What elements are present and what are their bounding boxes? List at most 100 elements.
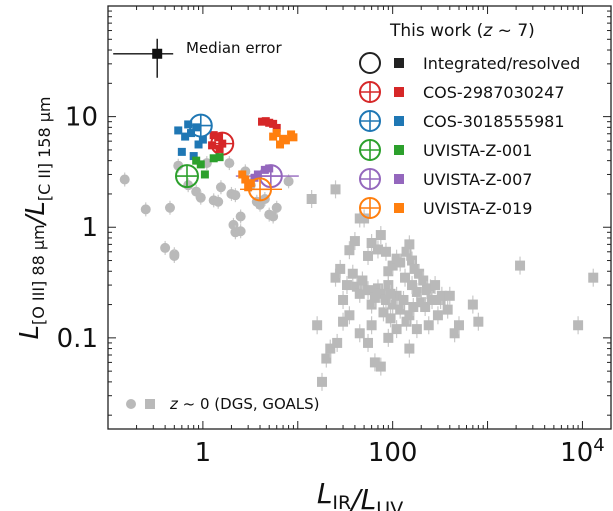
legend-z0-label: z ~ 0 (DGS, GOALS): [169, 395, 320, 413]
goals-square-60: [467, 299, 478, 310]
goals-square-49: [408, 302, 419, 313]
series-4-resolved-10: [289, 133, 298, 142]
goals-square-70: [369, 357, 380, 368]
dgs-circle-25: [264, 209, 275, 220]
x-label-den-sub: UV: [376, 498, 403, 511]
series-2-resolved-1: [196, 160, 205, 169]
goals-square-56: [436, 290, 447, 301]
x-label-num: L: [317, 477, 333, 510]
goals-square-31: [351, 281, 362, 292]
y-label-num: L: [15, 325, 45, 340]
goals-square-64: [573, 320, 584, 331]
goals-square-32: [354, 288, 365, 299]
legend-title-z: z: [482, 21, 493, 41]
goals-square-19: [414, 268, 425, 279]
dgs-circle-27: [283, 176, 294, 187]
series-0-resolved-3: [209, 131, 218, 140]
goals-square-8: [372, 244, 383, 255]
series-4-resolved-0: [238, 170, 247, 179]
goals-square-83: [407, 280, 418, 291]
goals-square-9: [375, 230, 386, 241]
goals-square-50: [411, 286, 422, 297]
goals-square-38: [375, 288, 386, 299]
legend-marker-2: [359, 110, 381, 132]
series-2-resolved-0: [192, 156, 201, 165]
goals-square-73: [366, 320, 377, 331]
dgs-circle-12: [213, 196, 224, 207]
legend-label-0: Integrated/resolved: [423, 54, 580, 73]
goals-square-80: [338, 316, 349, 327]
series-1-resolved-0: [174, 126, 183, 135]
goals-square-20: [418, 275, 429, 286]
dgs-circle-26: [271, 202, 282, 213]
goals-square-63: [588, 272, 599, 283]
goals-square-41: [383, 280, 394, 291]
dgs-circle-13: [215, 182, 226, 193]
y-tick-label-1: 1: [81, 213, 98, 243]
goals-square-67: [321, 353, 332, 364]
goals-square-23: [430, 280, 441, 291]
goals-square-71: [375, 361, 386, 372]
series-1-resolved-8: [189, 152, 198, 161]
goals-square-15: [401, 246, 412, 257]
y-tick-label-2: 10: [65, 103, 98, 133]
goals-square-25: [442, 304, 453, 315]
legend-label-3: UVISTA-Z-001: [423, 141, 532, 160]
goals-square-48: [404, 310, 415, 321]
x-tick-label-sup-2: 4: [593, 435, 604, 456]
goals-square-44: [391, 290, 402, 301]
dgs-circle-15: [230, 190, 241, 201]
series-0-resolved-1: [214, 133, 223, 142]
series-1-resolved-1: [184, 120, 193, 129]
legend-z0-z: z: [169, 395, 179, 413]
goals-square-7: [366, 238, 377, 249]
series-4-resolved-5: [272, 129, 281, 138]
dgs-circle-2: [164, 202, 175, 213]
series-1-integrated: [188, 113, 213, 138]
goals-square-59: [453, 320, 464, 331]
dgs-circle-9: [195, 192, 206, 203]
goals-square-37: [372, 283, 383, 294]
series-1-resolved-3: [181, 132, 190, 141]
axis-ticks: 1 100 104 0.1 1 10: [57, 5, 612, 468]
x-tick-label-2: 104: [560, 435, 605, 468]
dgs-circle-5: [169, 250, 180, 261]
goals-square-76: [404, 343, 415, 354]
goals-square-81: [385, 288, 396, 299]
y-label-den: L: [21, 201, 51, 216]
dgs-circle-29: [224, 158, 235, 169]
goals-square-77: [344, 310, 355, 321]
goals-square-47: [401, 316, 412, 327]
legend: This work (z ~ 7) Integrated/resolved COS-…: [126, 21, 580, 413]
goals-square-65: [312, 320, 323, 331]
series-0-resolved-4: [215, 144, 224, 153]
goals-square-1: [330, 184, 341, 195]
goals-square-26: [330, 272, 341, 283]
median-error-marker: [152, 48, 163, 59]
goals-square-6: [363, 250, 374, 261]
goals-square-33: [357, 275, 368, 286]
series-3-integrated: [258, 164, 283, 189]
legend-marker-4: [359, 168, 381, 190]
x-tick-label-1: 100: [368, 438, 418, 468]
y-tick-label-0: 0.1: [57, 324, 98, 354]
goals-square-42: [385, 313, 396, 324]
goals-square-10: [380, 246, 391, 257]
legend-marker-1: [359, 81, 381, 103]
legend-z0-circle: [126, 399, 136, 409]
x-label-num-sub: IR: [332, 492, 351, 511]
goals-square-54: [427, 294, 438, 305]
goals-square-14: [395, 257, 406, 268]
series-1-resolved-7: [198, 135, 207, 144]
goals-square-43: [387, 299, 398, 310]
legend-label-4: UVISTA-Z-007: [423, 170, 532, 189]
goals-square-4: [344, 245, 355, 256]
series-0-resolved-8: [272, 123, 281, 132]
goals-square-29: [341, 280, 352, 291]
goals-square-45: [395, 304, 406, 315]
dgs-circle-16: [235, 211, 246, 222]
x-axis-label: LIR/LUV: [317, 477, 403, 511]
series-4-resolved-2: [244, 183, 253, 192]
goals-square-30: [347, 268, 358, 279]
